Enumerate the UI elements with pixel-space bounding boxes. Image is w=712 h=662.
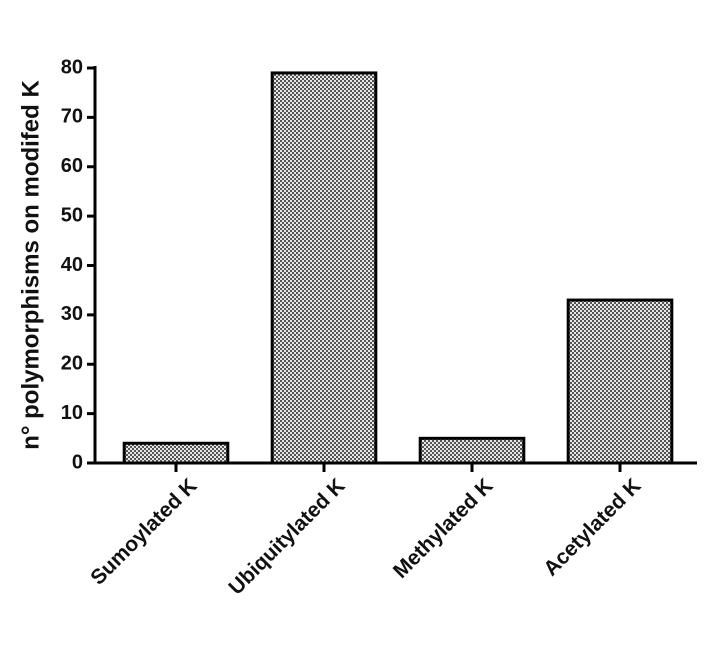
y-tick-label: 20 — [61, 353, 83, 375]
y-tick-label: 80 — [61, 56, 83, 78]
x-tick-label: Acetylated K — [539, 474, 645, 580]
x-tick-label: Sumoylated K — [86, 474, 201, 589]
bar — [122, 441, 230, 465]
y-tick-label: 70 — [61, 106, 83, 128]
x-tick-label: Methylated K — [389, 474, 498, 583]
y-axis-title: n° polymorphisms on modifed K — [17, 80, 44, 450]
y-tick-label: 50 — [61, 204, 83, 226]
y-tick-label: 30 — [61, 303, 83, 325]
x-tick-label: Ubiquitylated K — [224, 474, 349, 599]
y-tick-label: 0 — [72, 451, 83, 473]
bar — [418, 436, 526, 465]
bar — [270, 71, 378, 465]
y-tick-label: 10 — [61, 402, 83, 424]
bar — [566, 298, 674, 465]
y-tick-label: 60 — [61, 155, 83, 177]
y-tick-label: 40 — [61, 254, 83, 276]
